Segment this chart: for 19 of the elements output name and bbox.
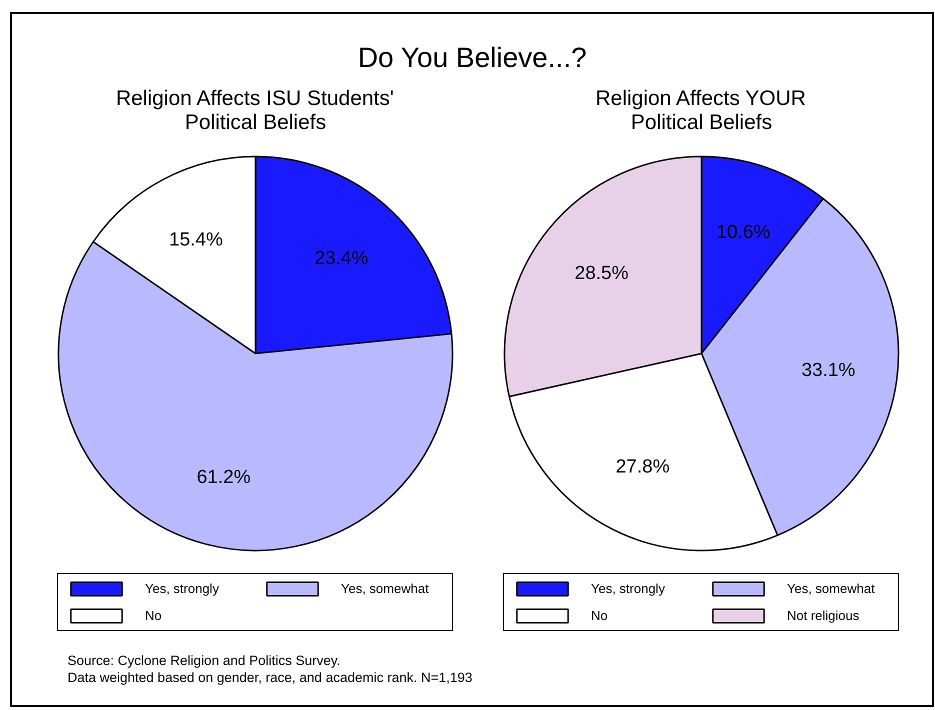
legend-label: Yes, somewhat — [341, 581, 430, 596]
legend-label: Not religious — [787, 608, 860, 623]
data-label: 23.4% — [314, 248, 368, 270]
chart-title: Religion Affects ISU Students' Political Beliefs — [116, 87, 394, 134]
legend-label: Yes, strongly — [591, 581, 666, 596]
text: Do You Believe...? — [358, 42, 587, 73]
legend-label: No — [145, 608, 163, 623]
data-label: 33.1% — [801, 360, 856, 382]
data-label: 10.6% — [716, 222, 770, 243]
legend-label: Yes, somewhat — [787, 581, 876, 596]
data-label: 61.2% — [196, 467, 251, 488]
data-label: 15.4% — [169, 230, 223, 251]
text: Data weighted based on gender, race, and academic rank. N=1,193 — [68, 670, 472, 685]
data-label: 28.5% — [574, 262, 629, 284]
data-label: 27.8% — [616, 456, 670, 478]
chart-title: Religion Affects YOUR Political Beliefs — [595, 87, 806, 134]
source-note: Source: Cyclone Religion and Politics Survey. — [68, 653, 340, 668]
legend-label: Yes, strongly — [145, 581, 220, 596]
legend-label: No — [591, 608, 609, 623]
